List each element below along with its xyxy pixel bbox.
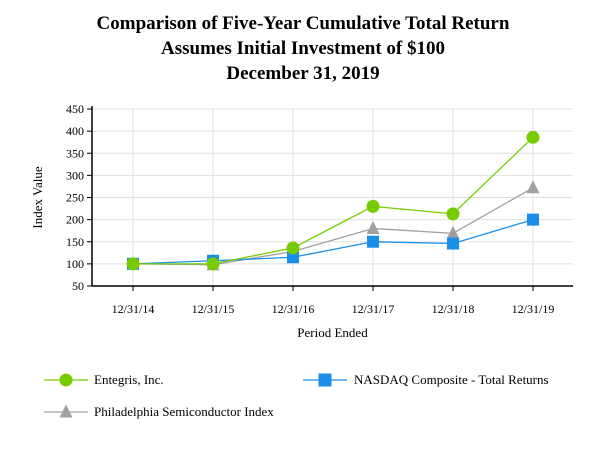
y-axis-label: Index Value bbox=[30, 166, 45, 228]
y-tick-label: 350 bbox=[66, 146, 84, 160]
legend-marker-square bbox=[318, 373, 332, 387]
x-tick-label: 12/31/17 bbox=[352, 302, 395, 316]
x-tick-label: 12/31/16 bbox=[272, 302, 315, 316]
chart-title-line-1: Comparison of Five-Year Cumulative Total… bbox=[96, 13, 510, 34]
data-point-circle bbox=[366, 199, 380, 213]
legend-marker-circle bbox=[59, 373, 73, 387]
chart-title-line-3: December 31, 2019 bbox=[226, 63, 380, 84]
data-point-triangle bbox=[526, 180, 540, 194]
legend-label-entegris: Entegris, Inc. bbox=[94, 372, 164, 387]
data-point-circle bbox=[446, 207, 460, 221]
y-tick-label: 400 bbox=[66, 124, 84, 138]
x-tick-label: 12/31/15 bbox=[192, 302, 235, 316]
data-point-triangle bbox=[366, 220, 380, 234]
series-line-1 bbox=[132, 219, 534, 265]
data-point-circle bbox=[126, 257, 140, 271]
x-tick-label: 12/31/18 bbox=[432, 302, 475, 316]
legend-label-sox: Philadelphia Semiconductor Index bbox=[94, 404, 274, 419]
y-tick-label: 450 bbox=[66, 102, 84, 116]
legend-marker-triangle bbox=[59, 404, 73, 418]
data-point-square bbox=[527, 213, 539, 226]
y-tick-label: 250 bbox=[66, 191, 84, 205]
legend-label-nasdaq: NASDAQ Composite - Total Returns bbox=[354, 372, 549, 387]
y-tick-label: 50 bbox=[72, 279, 84, 293]
data-point-square bbox=[287, 251, 299, 264]
y-tick-label: 150 bbox=[66, 235, 84, 249]
chart-title-line-2: Assumes Initial Investment of $100 bbox=[161, 38, 445, 59]
data-point-square bbox=[447, 237, 459, 250]
series-line-2 bbox=[132, 187, 534, 266]
data-point-square bbox=[367, 235, 379, 248]
data-point-circle bbox=[526, 130, 540, 144]
x-axis-label: Period Ended bbox=[297, 325, 368, 340]
y-tick-label: 200 bbox=[66, 213, 84, 227]
x-tick-label: 12/31/19 bbox=[512, 302, 555, 316]
data-point-circle bbox=[206, 257, 220, 271]
y-tick-label: 300 bbox=[66, 168, 84, 182]
y-tick-label: 100 bbox=[66, 257, 84, 271]
data-point-triangle bbox=[446, 225, 460, 239]
x-tick-label: 12/31/14 bbox=[112, 302, 155, 316]
data-point-circle bbox=[286, 241, 300, 255]
series-line-0 bbox=[133, 136, 534, 265]
